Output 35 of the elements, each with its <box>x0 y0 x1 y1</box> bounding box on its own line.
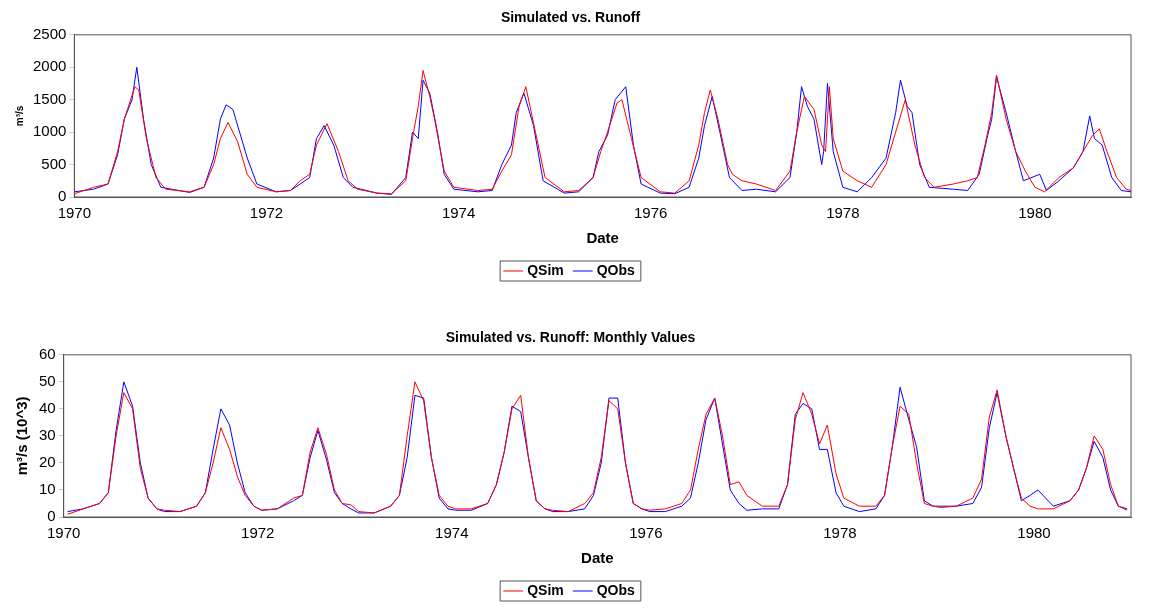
x-tick-label: 1980 <box>1018 204 1052 222</box>
chart-title: Simulated vs. Runoff: Monthly Values <box>445 329 696 346</box>
y-tick-label: 30 <box>39 426 56 444</box>
y-tick-label: 10 <box>39 480 56 498</box>
x-axis-title: Date <box>581 549 614 567</box>
legend-label: QObs <box>596 581 636 598</box>
y-tick-label: 500 <box>41 154 67 172</box>
legend-label: QSim <box>527 261 564 278</box>
x-tick-label: 1972 <box>241 524 275 542</box>
y-tick-label: 60 <box>39 344 56 362</box>
y-tick-label: 0 <box>47 507 56 525</box>
x-tick-label: 1974 <box>441 204 476 222</box>
y-tick-label: 2500 <box>32 24 67 42</box>
x-tick-label: 1970 <box>57 204 92 222</box>
y-tick-label: 20 <box>39 453 56 471</box>
x-tick-label: 1978 <box>826 204 860 222</box>
x-tick-label: 1972 <box>249 204 284 222</box>
x-tick-label: 1976 <box>629 524 663 542</box>
x-tick-label: 1974 <box>435 524 469 542</box>
y-tick-label: 50 <box>39 371 56 389</box>
x-tick-label: 1980 <box>1017 524 1051 542</box>
y-tick-label: 2000 <box>32 57 67 75</box>
x-axis-title: Date <box>586 229 619 247</box>
y-tick-label: 1000 <box>32 122 67 140</box>
y-tick-label: 0 <box>58 187 67 205</box>
legend-label: QSim <box>527 581 564 598</box>
y-axis-title: m³/s <box>13 105 25 127</box>
x-tick-label: 1970 <box>47 524 81 542</box>
y-tick-label: 40 <box>39 399 56 417</box>
y-tick-label: 1500 <box>32 89 67 107</box>
chart-title: Simulated vs. Runoff <box>500 9 641 26</box>
y-axis-title: m³/s (10^3) <box>13 396 31 476</box>
x-tick-label: 1976 <box>634 204 668 222</box>
legend-label: QObs <box>596 261 636 278</box>
x-tick-label: 1978 <box>823 524 857 542</box>
